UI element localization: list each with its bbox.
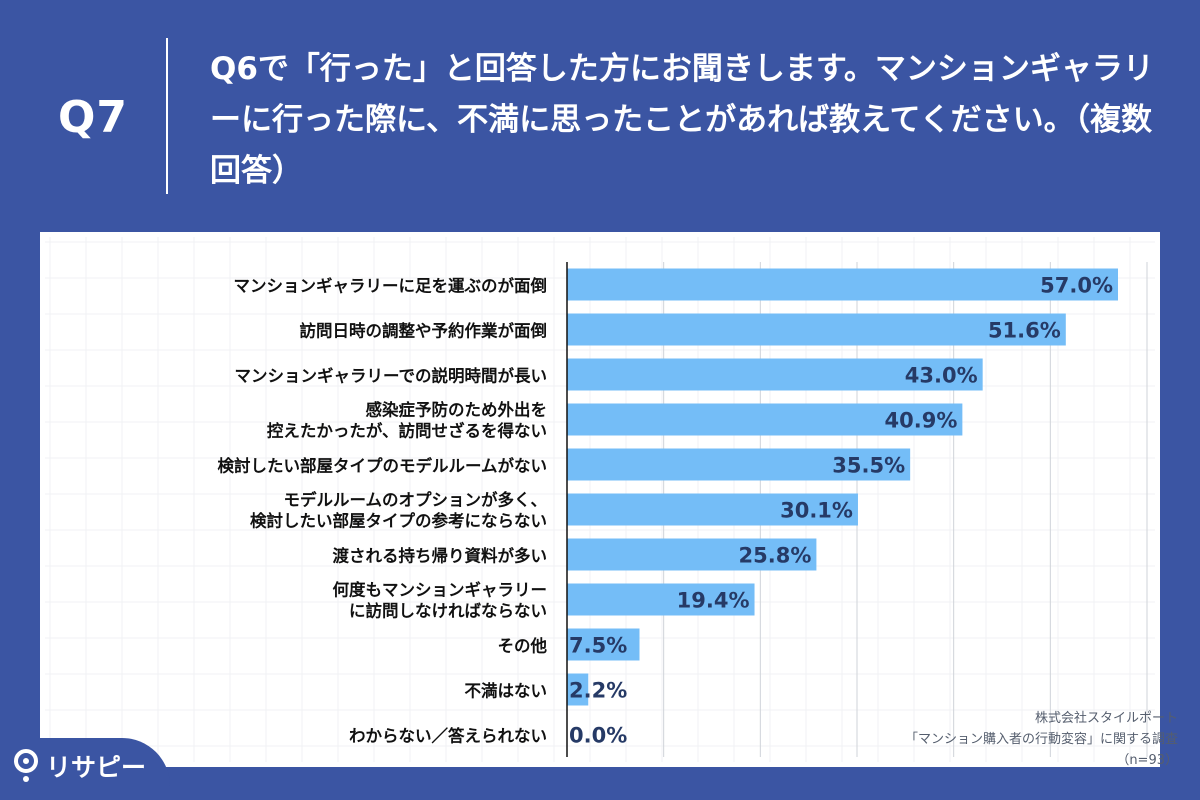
data-label: 57.0%: [1040, 274, 1113, 298]
source-survey: 「マンション購入者の行動変容」に関する調査: [904, 732, 1178, 747]
bar: [567, 268, 1118, 301]
category-label: 検討したい部屋タイプのモデルルームがない: [217, 456, 547, 476]
data-label: 7.5%: [569, 634, 627, 658]
bar: [567, 673, 589, 706]
category-label: 訪問日時の調整や予約作業が面倒: [300, 321, 548, 341]
bar: [567, 313, 1066, 346]
bar: [567, 628, 640, 661]
pin-icon: [14, 749, 38, 782]
data-label: 2.2%: [569, 679, 627, 703]
data-label: 43.0%: [905, 364, 978, 388]
category-label: マンションギャラリーでの説明時間が長い: [234, 366, 547, 386]
chart-panel: 57.0% マンションギャラリーに足を運ぶのが面倒 51.6% 訪問日時の調整や予約作…: [40, 232, 1160, 767]
brand-logo: リサピー: [12, 748, 146, 784]
category-label: に訪問しなければならない: [349, 601, 547, 621]
category-label: わからない／答えられない: [349, 726, 547, 746]
bar: [567, 583, 755, 616]
category-label: 渡される持ち帰り資料が多い: [333, 546, 548, 566]
bar: [567, 493, 858, 526]
source-company: 株式会社スタイルポート: [1034, 711, 1178, 726]
bar: [567, 538, 817, 571]
category-label: その他: [498, 636, 548, 656]
category-label: 感染症予防のため外出を: [366, 400, 548, 420]
data-label: 19.4%: [677, 589, 750, 613]
data-label: 0.0%: [569, 724, 627, 748]
data-label: 40.9%: [885, 409, 958, 433]
bar: [567, 403, 963, 436]
category-label: 何度もマンションギャラリー: [333, 580, 548, 600]
logo-text: リサピー: [46, 753, 147, 782]
bar: [567, 448, 911, 481]
bar: [567, 358, 983, 391]
category-label: モデルルームのオプションが多く、: [283, 490, 547, 510]
category-label: 不満はない: [465, 681, 548, 701]
data-label: 51.6%: [988, 319, 1061, 343]
data-label: 25.8%: [739, 544, 812, 568]
question-text: Q6で「行った」と回答した方にお聞きします。マンションギャラリーに行った際に、不…: [210, 51, 1154, 189]
category-label: 控えたかったが、訪問せざるを得ない: [267, 421, 547, 441]
bar-chart: 57.0% マンションギャラリーに足を運ぶのが面倒 51.6% 訪問日時の調整や予約作…: [45, 237, 1155, 762]
data-label: 30.1%: [780, 499, 853, 523]
header-divider: [166, 38, 168, 194]
category-label: マンションギャラリーに足を運ぶのが面倒: [234, 276, 548, 296]
data-label: 35.5%: [832, 454, 905, 478]
category-label: 検討したい部屋タイプの参考にならない: [250, 511, 547, 531]
question-number: Q7: [58, 92, 129, 143]
source-sample: （n=93）: [1116, 753, 1178, 768]
source-note: 株式会社スタイルポート 「マンション購入者の行動変容」に関する調査 （n=93）: [905, 708, 1178, 771]
